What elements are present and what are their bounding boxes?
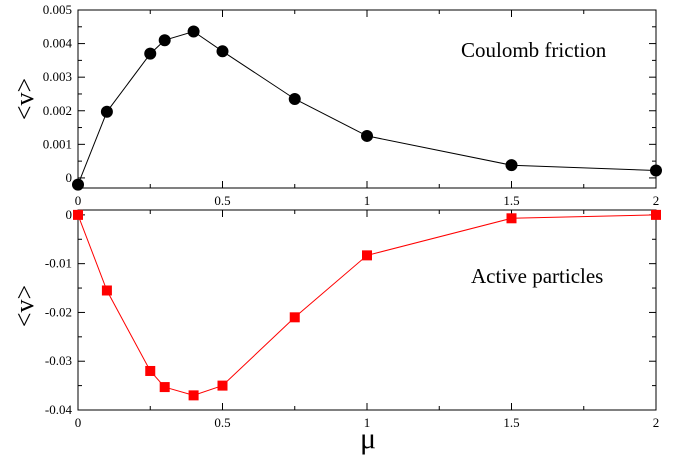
coulomb-friction-annotation: Coulomb friction xyxy=(461,38,607,62)
bottom-x-tick-label: 1.5 xyxy=(503,415,519,430)
top-y-axis-label: <v> xyxy=(10,78,39,120)
bottom-y-tick-label: 0 xyxy=(66,207,73,222)
top-y-tick-label: 0.003 xyxy=(43,69,72,84)
coulomb-friction-series xyxy=(72,25,662,191)
bottom-x-tick-label: 1 xyxy=(364,415,371,430)
top-data-point xyxy=(72,178,84,191)
bottom-axis-ticks: 0 0.5 1 1.5 2 0 -0.01 -0.02 -0.03 -0.04 xyxy=(45,207,659,430)
bottom-data-point xyxy=(73,209,83,220)
bottom-data-point xyxy=(159,382,170,393)
bottom-x-tick-label: 0 xyxy=(75,415,82,430)
active-particles-series xyxy=(73,209,661,401)
bottom-data-point xyxy=(362,250,372,261)
bottom-data-point xyxy=(101,285,112,296)
top-data-point xyxy=(505,159,518,172)
top-data-point xyxy=(100,105,113,118)
top-x-tick-label: 2 xyxy=(653,193,660,208)
top-series-line xyxy=(77,30,657,185)
top-y-tick-label: 0.004 xyxy=(43,36,73,51)
top-y-tick-label: 0.002 xyxy=(43,103,72,118)
bottom-data-point xyxy=(651,209,661,220)
bottom-series-line xyxy=(77,214,657,396)
top-y-tick-label: 0 xyxy=(66,170,73,185)
top-y-tick-label: 0.005 xyxy=(43,2,72,17)
bottom-y-tick-label: -0.03 xyxy=(45,353,72,368)
bottom-y-tick-label: -0.01 xyxy=(45,256,72,271)
bottom-plot-frame xyxy=(77,209,657,411)
bottom-x-tick-label: 2 xyxy=(653,415,660,430)
active-particles-panel: 0 0.5 1 1.5 2 0 -0.01 -0.02 -0.03 -0.04 <v> Activ… xyxy=(10,207,661,455)
top-x-tick-label: 0 xyxy=(75,193,82,208)
top-axis-ticks: 0 0.5 1 1.5 2 0 0.001 0.002 0.003 0.004 0.005 xyxy=(43,2,660,208)
x-axis-label: μ xyxy=(360,422,376,455)
bottom-y-tick-label: -0.04 xyxy=(45,402,73,417)
bottom-data-point xyxy=(188,390,199,401)
top-y-tick-label: 0.001 xyxy=(43,136,72,151)
top-x-tick-label: 1 xyxy=(364,193,371,208)
top-data-point xyxy=(158,34,171,47)
top-data-point xyxy=(288,93,301,105)
bottom-y-tick-label: -0.02 xyxy=(45,304,72,319)
bottom-data-point xyxy=(506,213,517,224)
top-x-tick-label: 1.5 xyxy=(503,193,519,208)
bottom-data-point xyxy=(289,312,300,323)
top-data-point xyxy=(187,25,200,38)
top-data-point xyxy=(650,164,662,177)
bottom-data-point xyxy=(145,365,156,376)
bottom-data-point xyxy=(217,380,228,391)
top-x-tick-label: 0.5 xyxy=(214,193,230,208)
top-data-point xyxy=(361,129,373,142)
top-data-point xyxy=(216,45,229,58)
active-particles-annotation: Active particles xyxy=(471,264,603,288)
bottom-x-tick-label: 0.5 xyxy=(214,415,230,430)
bottom-y-axis-label: <v> xyxy=(10,285,39,327)
top-data-point xyxy=(144,47,157,60)
